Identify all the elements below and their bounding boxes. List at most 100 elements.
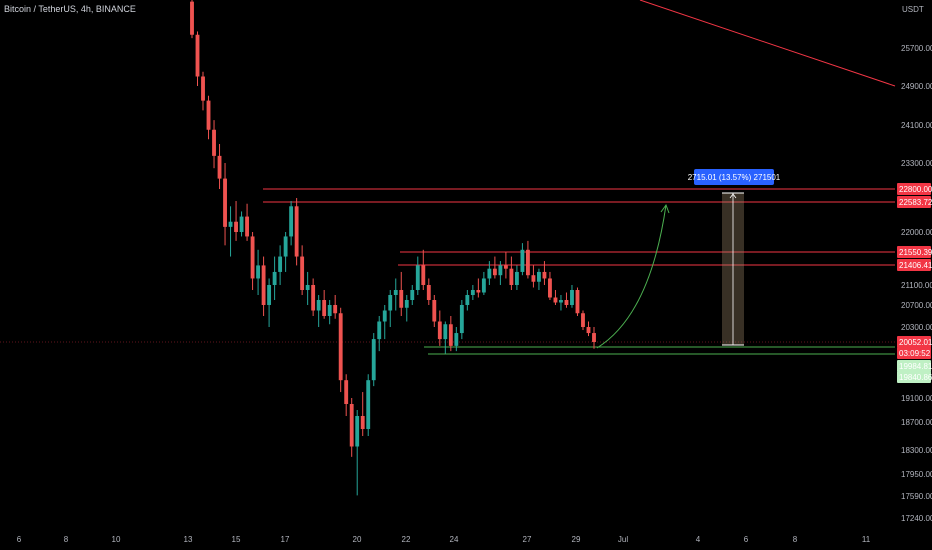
candles-layer: [190, 0, 596, 496]
candle-body: [592, 333, 596, 343]
x-tick-label: 8: [64, 535, 69, 544]
y-tick-label: 24900.00: [901, 82, 932, 91]
candle-body: [338, 313, 343, 381]
resistance-price-tag: 22583.72: [899, 198, 932, 207]
candle-body: [256, 265, 261, 279]
y-tick-label: 17950.00: [901, 470, 932, 479]
candle-body: [575, 290, 580, 314]
current-price-tag-box: [897, 336, 931, 348]
y-tick-label: 24100.00: [901, 121, 932, 130]
y-tick-label: 20700.00: [901, 301, 932, 310]
x-tick-label: 4: [696, 535, 701, 544]
support-price-tag: 19984.81: [899, 362, 932, 371]
support-price-tag-box: [897, 360, 931, 372]
candle-body: [283, 236, 288, 257]
projection-curve: [596, 204, 667, 349]
candle-body: [234, 221, 238, 232]
candle-body: [476, 290, 481, 293]
candle-body: [349, 404, 354, 447]
resistance-price-tag: 21550.39: [899, 248, 932, 257]
candle-body: [272, 271, 277, 285]
candle-body: [195, 34, 200, 77]
candle-body: [570, 290, 574, 305]
candle-body: [377, 321, 382, 340]
candle-body: [432, 300, 437, 322]
candle-body: [294, 206, 299, 257]
candle-body: [223, 178, 227, 227]
candle-body: [503, 265, 508, 269]
candle-body: [300, 256, 305, 290]
x-tick-label: 6: [17, 535, 22, 544]
resistance-price-tag: 21406.41: [899, 261, 932, 270]
y-tick-label: 21100.00: [901, 281, 932, 290]
candle-body: [437, 321, 442, 340]
candle-body: [454, 333, 459, 346]
candle-body: [366, 380, 371, 429]
chart-title: Bitcoin / TetherUS, 4h, BINANCE: [4, 4, 136, 14]
candle-body: [426, 285, 431, 300]
countdown-tag: 03:09:52: [899, 349, 931, 358]
candle-body: [520, 249, 525, 272]
candle-body: [278, 256, 283, 272]
candle-body: [393, 290, 398, 295]
resistance-price-tag-box: [897, 196, 931, 208]
candle-body: [327, 305, 332, 316]
x-tick-label: 10: [112, 535, 121, 544]
candle-body: [448, 324, 453, 346]
price-range-measure[interactable]: 2715.01 (13.57%) 271501: [688, 169, 781, 346]
candle-body: [525, 249, 530, 276]
candle-body: [206, 100, 211, 130]
x-tick-label: 24: [450, 535, 459, 544]
resistance-price-tag-box: [897, 183, 931, 195]
y-tick-label: 23300.00: [901, 159, 932, 168]
candle-body: [443, 324, 448, 340]
time-axis[interactable]: 6 8 10 13 15 17 20 22 24 27 29 Jul 4 6 8 11: [17, 535, 871, 544]
x-tick-label: 22: [402, 535, 411, 544]
horizontal-levels[interactable]: [0, 188, 895, 355]
support-price-tag-box: [897, 371, 931, 383]
candle-body: [481, 278, 486, 293]
candle-body: [537, 271, 541, 282]
candle-body: [564, 300, 569, 305]
projection-arrow[interactable]: [596, 203, 670, 349]
candle-body: [344, 380, 349, 404]
candle-body: [542, 271, 547, 279]
x-tick-label: 27: [523, 535, 532, 544]
candle-body: [371, 339, 376, 381]
trend-line[interactable]: [639, 0, 896, 87]
candle-body: [404, 300, 409, 308]
y-tick-label: 17590.00: [901, 492, 932, 501]
y-tick-label: 25700.00: [901, 44, 932, 53]
y-tick-label: 18300.00: [901, 446, 932, 455]
candle-body: [267, 285, 272, 305]
countdown-tag-box: [897, 347, 931, 359]
candle-body: [305, 285, 310, 290]
candle-body: [465, 295, 470, 305]
x-tick-label: Jul: [618, 535, 628, 544]
candle-body: [581, 313, 585, 327]
current-price-tag: 20052.01: [899, 338, 932, 347]
descending-trendline: [639, 0, 896, 87]
price-axis[interactable]: USDT 25700.00 24900.00 24100.00 23300.00 2200…: [901, 5, 932, 523]
x-tick-label: 8: [793, 535, 798, 544]
candle-body: [239, 216, 244, 232]
resistance-price-tag: 22800.00: [899, 185, 932, 194]
y-tick-label: 18700.00: [901, 418, 932, 427]
candle-body: [261, 265, 266, 305]
candle-body: [559, 300, 563, 303]
candle-body: [509, 268, 514, 285]
candle-body: [190, 1, 194, 35]
candle-body: [201, 76, 205, 101]
candle-body: [459, 305, 464, 334]
candle-body: [316, 300, 321, 311]
candle-body: [360, 416, 365, 429]
candle-body: [333, 305, 338, 314]
candle-body: [382, 310, 387, 322]
candle-body: [492, 268, 497, 276]
candle-body: [498, 265, 503, 276]
price-tags: 22800.00 22583.72 21550.39 21406.41 20052.01…: [897, 183, 932, 383]
measure-label-box: [694, 169, 774, 185]
x-tick-label: 17: [281, 535, 290, 544]
support-price-tag: 19840.86: [899, 373, 932, 382]
